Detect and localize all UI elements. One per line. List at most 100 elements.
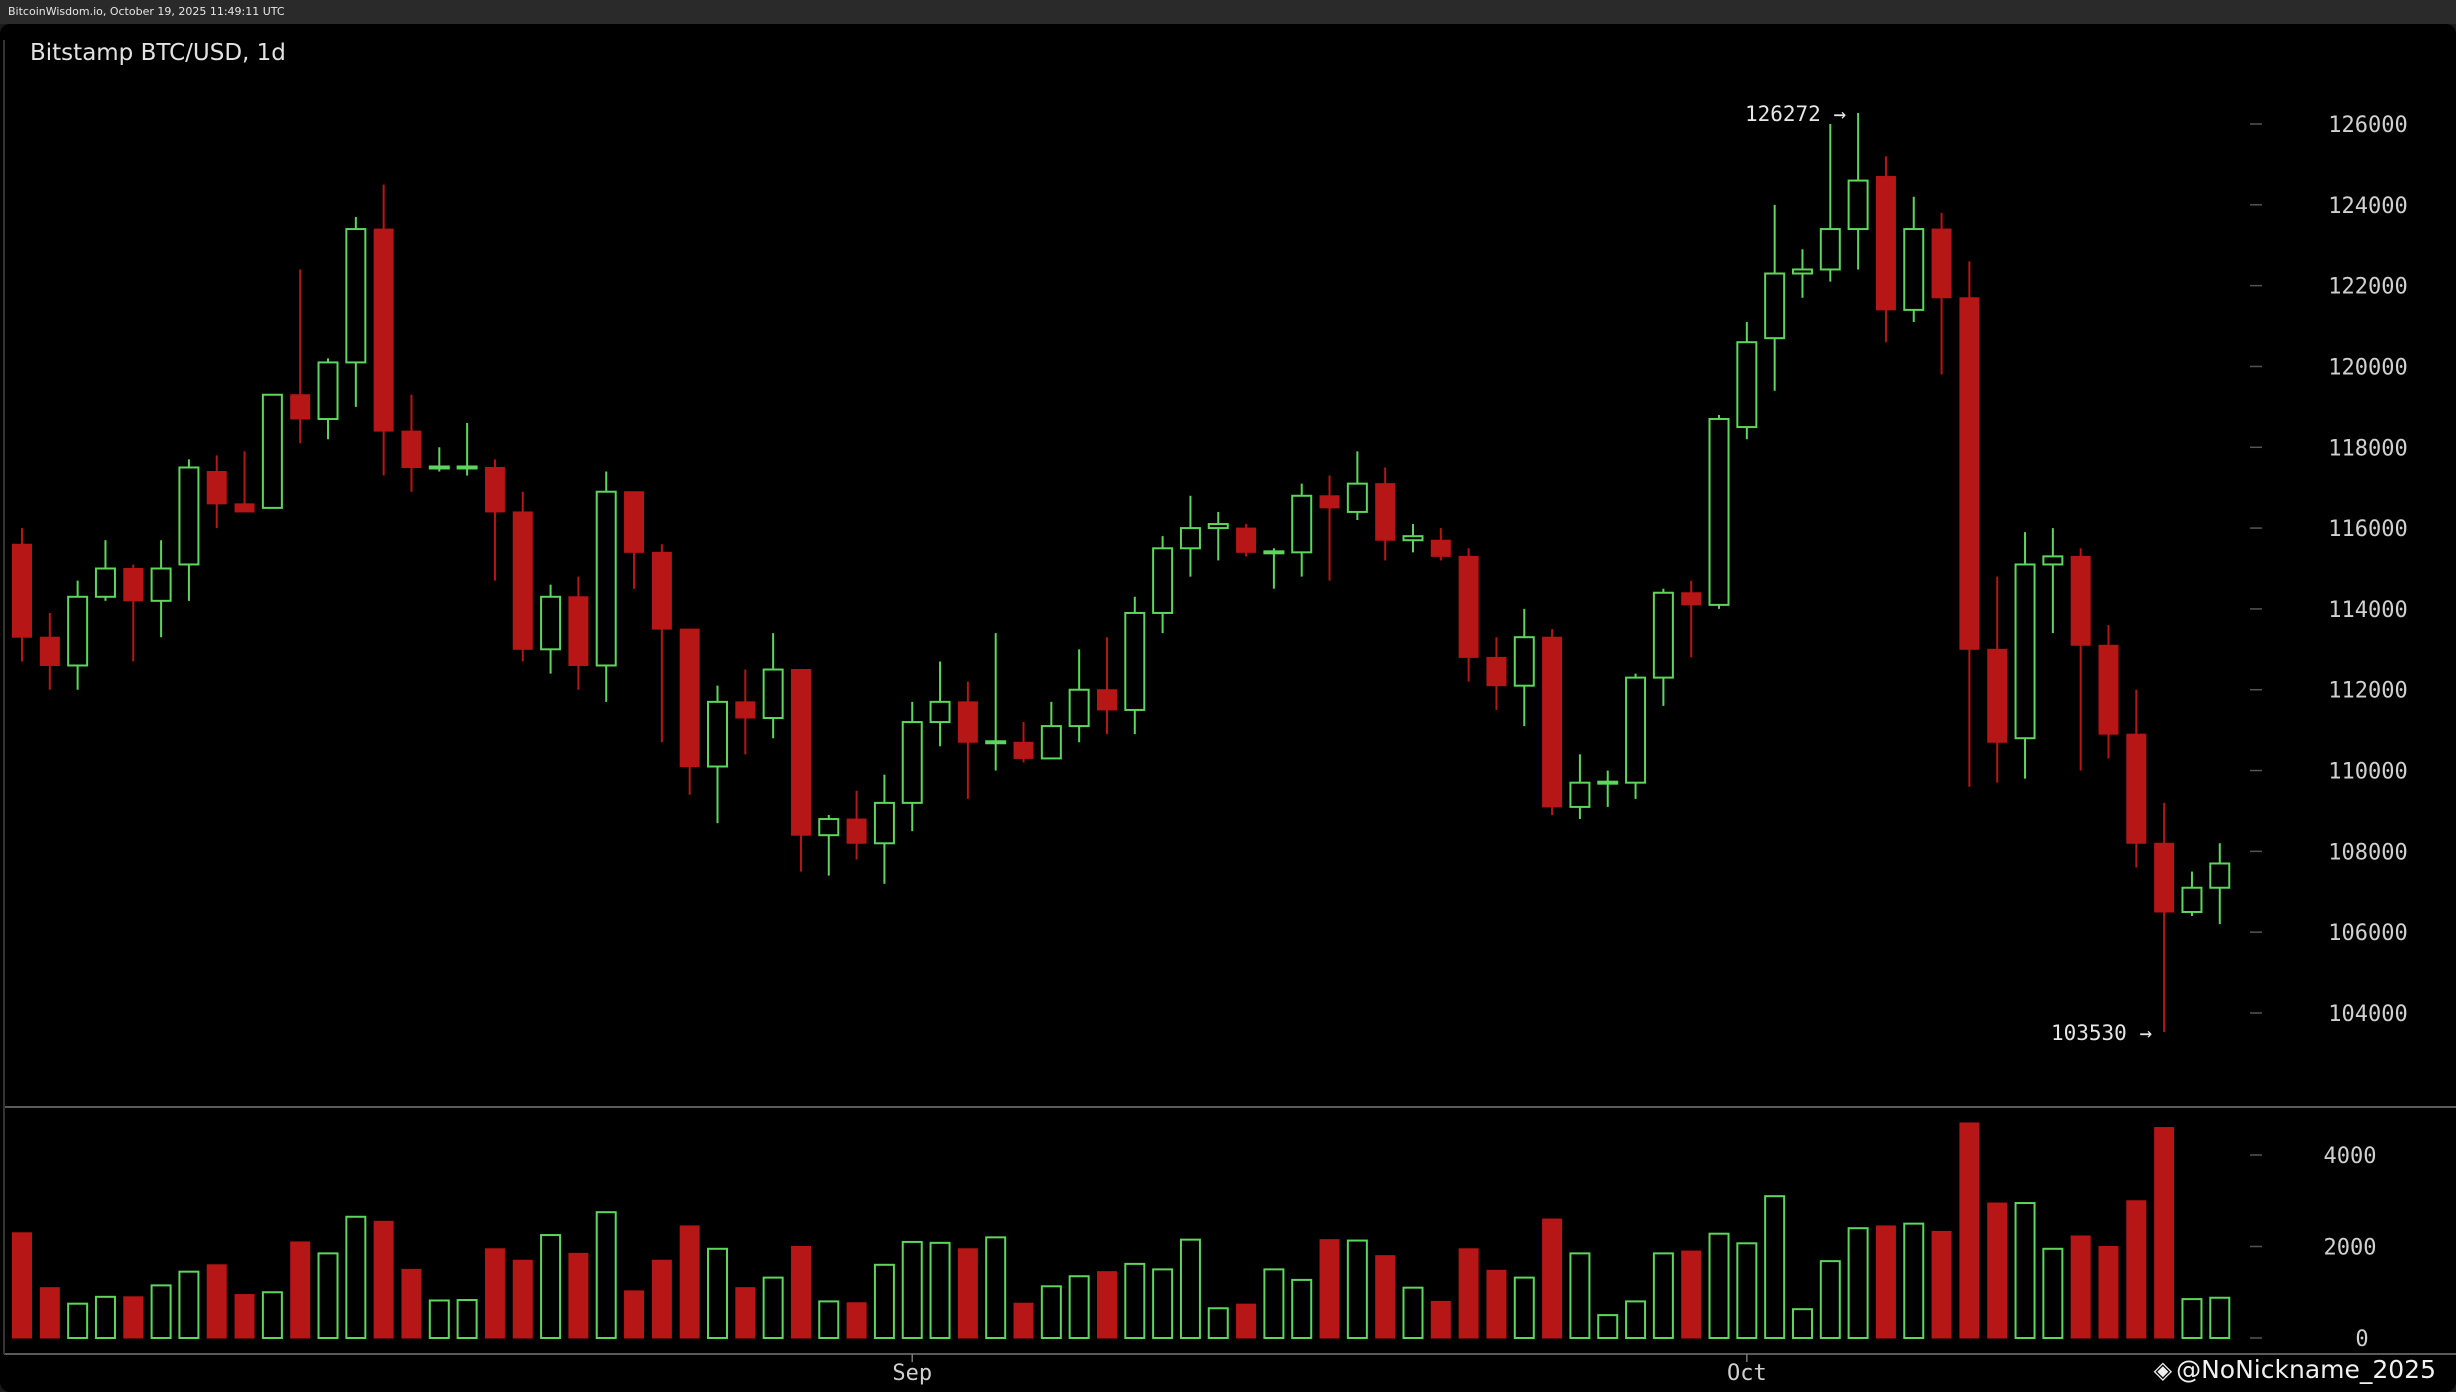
y-tick-label: 110000: [2328, 760, 2407, 785]
candle-body-up: [818, 818, 840, 837]
y-tick-label: 124000: [2328, 194, 2407, 219]
chart-title: Bitstamp BTC/USD, 1d: [30, 40, 286, 66]
candle-body-up: [1819, 228, 1841, 271]
volume-bar-up: [1625, 1300, 1647, 1340]
candle-body-up: [94, 567, 116, 598]
candle-body-down: [790, 669, 811, 836]
volume-bar-down: [2070, 1235, 2091, 1339]
candle-body-up: [985, 740, 1007, 745]
watermark-text: @NoNickname_2025: [2176, 1355, 2436, 1384]
volume-bar-down: [206, 1264, 227, 1339]
y-tick-label: 106000: [2328, 921, 2407, 946]
candle-body-up: [1736, 341, 1758, 429]
volume-bar-up: [985, 1236, 1007, 1339]
volume-bar-up: [540, 1234, 562, 1339]
volume-bar-down: [1875, 1225, 1896, 1339]
volume-bar-down: [568, 1252, 589, 1339]
x-tick-label: Sep: [892, 1361, 932, 1386]
volume-bar-up: [1346, 1239, 1368, 1339]
volume-tick-label: 2000: [2324, 1236, 2377, 1261]
volume-bar-down: [1987, 1202, 2008, 1339]
candle-body-up: [1513, 636, 1535, 687]
y-tick-label: 114000: [2328, 598, 2407, 623]
volume-bar-down: [401, 1268, 422, 1339]
volume-bar-up: [1263, 1268, 1285, 1339]
candle-body-up: [317, 361, 339, 420]
candle-body-down: [401, 430, 422, 468]
candle-body-down: [846, 818, 867, 844]
volume-tick-label: 4000: [2324, 1144, 2377, 1169]
candle-body-up: [873, 801, 895, 845]
volume-bar-up: [1569, 1252, 1591, 1340]
candle-body-up: [1791, 268, 1813, 275]
chart-panel: [0, 24, 2456, 1392]
volume-bar-down: [39, 1287, 60, 1339]
volume-bar-down: [373, 1220, 394, 1339]
candle-body-up: [540, 595, 562, 651]
volume-bar-up: [150, 1284, 172, 1339]
volume-bar-up: [1179, 1238, 1201, 1339]
price-annotation: 126272 →: [1745, 102, 1846, 126]
volume-bar-down: [1931, 1230, 1952, 1339]
volume-bar-up: [762, 1276, 784, 1339]
candle-body-down: [1542, 636, 1563, 808]
volume-bar-down: [735, 1287, 756, 1339]
volume-bar-down: [790, 1246, 811, 1339]
volume-bar-up: [1152, 1268, 1174, 1339]
candle-body-up: [1291, 494, 1313, 554]
volume-bar-up: [1819, 1260, 1841, 1340]
candle-body-up: [901, 721, 923, 804]
candle-body-down: [1236, 527, 1257, 553]
y-tick-label: 104000: [2328, 1002, 2407, 1027]
volume-bar-up: [2181, 1298, 2203, 1340]
candle-body-down: [568, 596, 589, 666]
candle-body-up: [150, 567, 172, 602]
candle-body-up: [1597, 780, 1619, 785]
candle-body-down: [2098, 644, 2119, 735]
candle-body-down: [1096, 689, 1117, 711]
candle-body-up: [1708, 417, 1730, 606]
candle-body-down: [679, 628, 700, 768]
candle-body-up: [1903, 228, 1925, 311]
candle-body-down: [2154, 842, 2175, 913]
volume-bar-up: [1513, 1276, 1535, 1339]
price-annotation: 103530 →: [2051, 1021, 2152, 1045]
volume-bar-down: [1486, 1269, 1507, 1339]
volume-bar-down: [234, 1294, 255, 1339]
volume-bar-up: [94, 1295, 116, 1339]
volume-bar-down: [1375, 1255, 1396, 1339]
candle-body-up: [1263, 550, 1285, 555]
y-tick-label: 120000: [2328, 355, 2407, 380]
candle-body-up: [1124, 611, 1146, 711]
volume-bar-up: [595, 1211, 617, 1339]
volume-bar-down: [846, 1302, 867, 1339]
volume-bar-up: [1124, 1262, 1146, 1340]
candle-body-up: [345, 228, 367, 364]
volume-bar-up: [1402, 1286, 1424, 1340]
candle-body-down: [206, 471, 227, 505]
volume-bar-up: [345, 1215, 367, 1339]
volume-bar-down: [1236, 1303, 1257, 1339]
candle-body-down: [1430, 539, 1451, 557]
candle-body-up: [456, 465, 478, 470]
candle-body-down: [1875, 176, 1896, 311]
candle-body-up: [595, 490, 617, 667]
volume-bar-down: [1959, 1122, 1980, 1339]
volume-bar-up: [929, 1241, 951, 1339]
candle-body-up: [1179, 527, 1201, 550]
volume-tick-label: 0: [2355, 1327, 2368, 1352]
window-caption: BitcoinWisdom.io, October 19, 2025 11:49…: [8, 5, 285, 18]
candle-body-down: [1486, 656, 1507, 687]
volume-bar-up: [1847, 1227, 1869, 1339]
volume-bar-up: [873, 1263, 895, 1340]
volume-bar-up: [1040, 1285, 1062, 1339]
volume-bar-down: [957, 1248, 978, 1339]
volume-bar-up: [67, 1302, 89, 1339]
binance-square-icon: ◈: [2153, 1356, 2173, 1384]
volume-bar-up: [456, 1299, 478, 1339]
volume-bar-up: [1207, 1307, 1229, 1339]
volume-bar-down: [512, 1259, 533, 1339]
y-tick-label: 116000: [2328, 517, 2407, 542]
volume-bar-down: [1458, 1248, 1479, 1339]
